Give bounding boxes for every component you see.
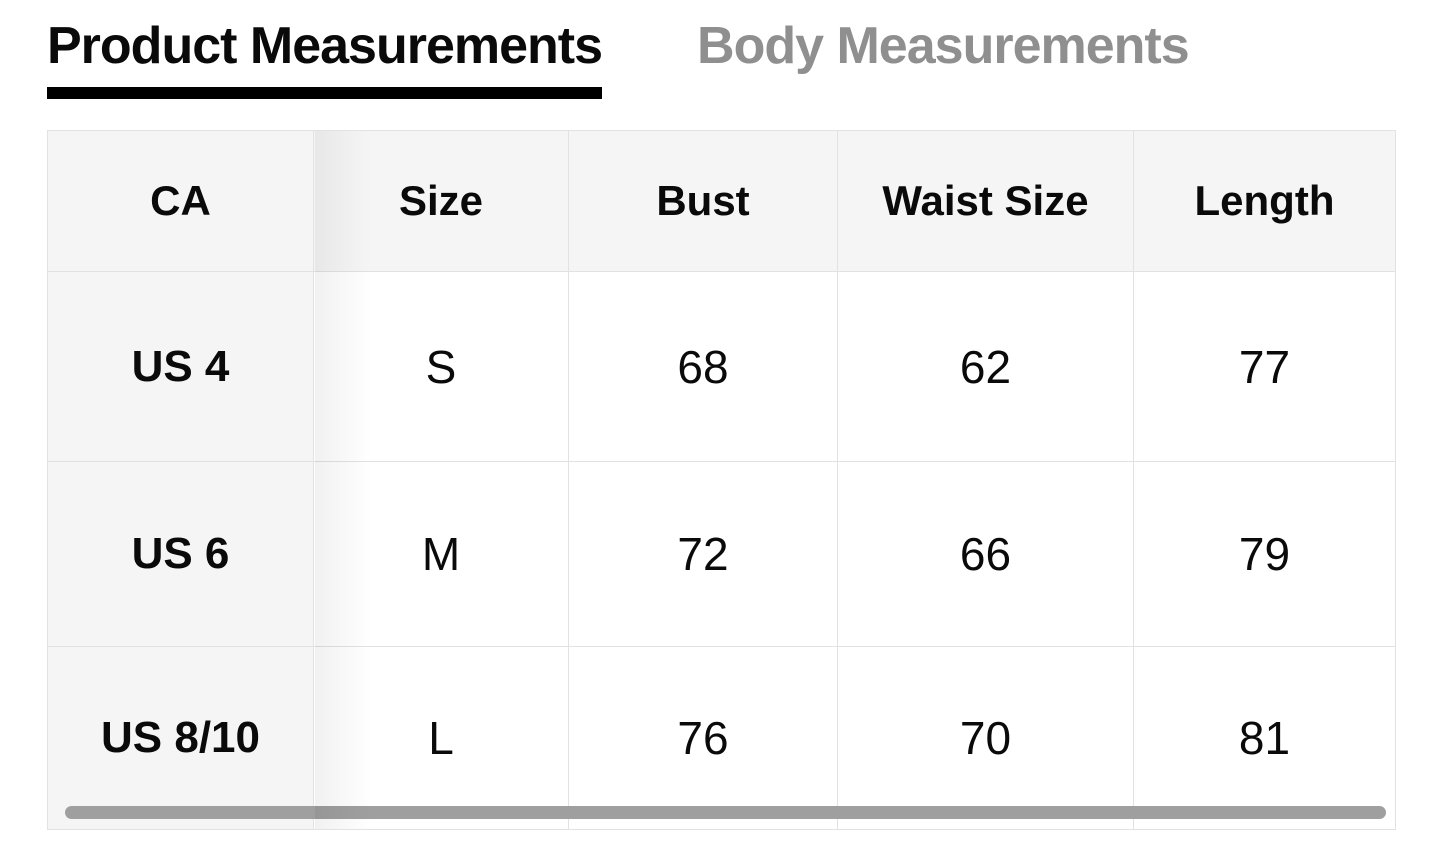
measurement-cell-bust: 72 (569, 462, 838, 647)
column-header-bust: Bust (569, 131, 838, 272)
measurement-cell-waist: 66 (838, 462, 1134, 647)
tab-product-measurements[interactable]: Product Measurements (47, 20, 603, 99)
measurement-cell-bust: 76 (569, 647, 838, 829)
measurement-cell-size: L (314, 647, 569, 829)
column-header-waist-size: Waist Size (838, 131, 1134, 272)
measurement-cell-waist: 70 (838, 647, 1134, 829)
measurement-cell-length: 79 (1134, 462, 1395, 647)
measurement-cell-length: 81 (1134, 647, 1395, 829)
measurement-cell-waist: 62 (838, 272, 1134, 462)
column-header-size: Size (314, 131, 569, 272)
row-label-us4: US 4 (48, 272, 314, 462)
horizontal-scrollbar-thumb[interactable] (65, 806, 1386, 819)
column-header-length: Length (1134, 131, 1395, 272)
tab-body-measurements[interactable]: Body Measurements (697, 17, 1190, 75)
measurement-tabs: Product Measurements Body Measurements (47, 20, 1440, 99)
column-header-ca: CA (48, 131, 314, 272)
measurement-cell-length: 77 (1134, 272, 1395, 462)
size-chart-table[interactable]: CA Size Bust Waist Size Length US 4 S 68… (47, 130, 1396, 830)
measurement-cell-bust: 68 (569, 272, 838, 462)
measurement-cell-size: M (314, 462, 569, 647)
size-chart-grid: CA Size Bust Waist Size Length US 4 S 68… (48, 131, 1395, 829)
measurement-cell-size: S (314, 272, 569, 462)
row-label-us8-10: US 8/10 (48, 647, 314, 829)
row-label-us6: US 6 (48, 462, 314, 647)
